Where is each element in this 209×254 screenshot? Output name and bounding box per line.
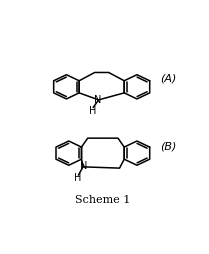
Text: (B): (B) (160, 142, 176, 152)
Text: H: H (89, 106, 96, 116)
Text: N: N (80, 161, 88, 171)
Text: N: N (94, 94, 102, 105)
Text: H: H (74, 173, 81, 183)
Text: (A): (A) (160, 73, 176, 84)
Text: Scheme 1: Scheme 1 (75, 195, 131, 205)
